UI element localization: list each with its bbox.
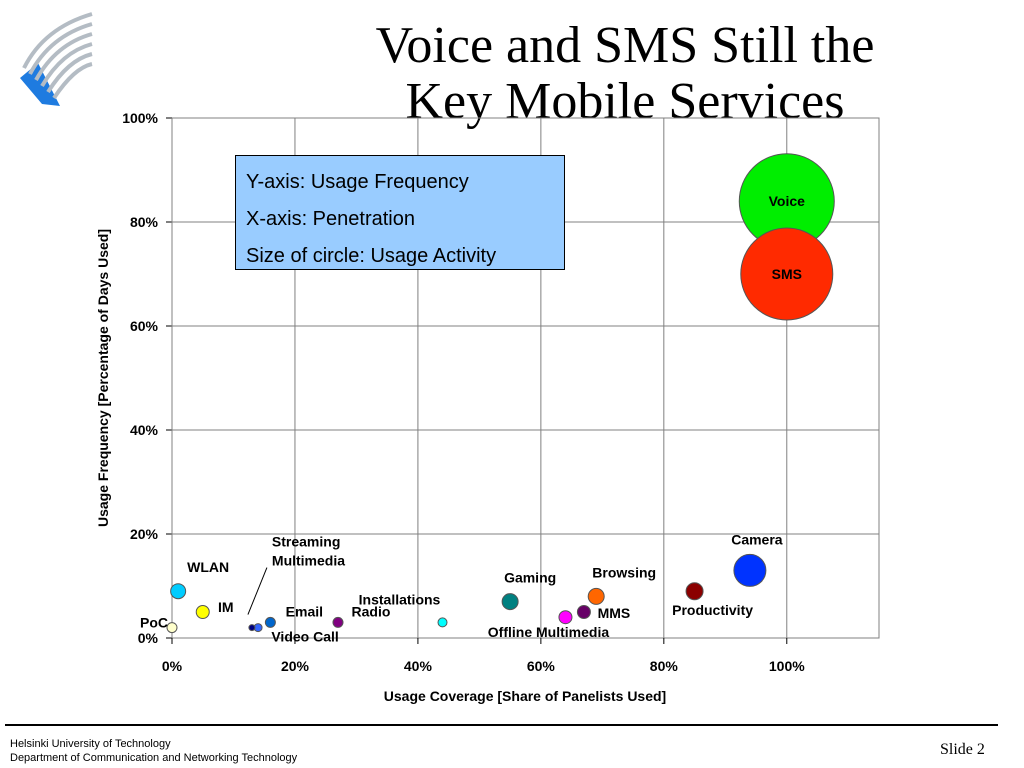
x-tick-label: 0% <box>162 658 183 674</box>
slide-title: Voice and SMS Still the Key Mobile Servi… <box>300 18 950 130</box>
label-streaming-multimedia: Streaming Multimedia <box>272 534 345 569</box>
label-installations: Installations <box>359 591 441 607</box>
y-tick-labels: 0% 20% 40% 60% 80% 100% <box>122 110 158 646</box>
slide-number: Slide 2 <box>940 741 985 758</box>
bubble-browsing <box>587 587 605 605</box>
y-tick-label: 60% <box>130 318 159 334</box>
x-tick-label: 80% <box>650 658 679 674</box>
bubble-im <box>195 605 210 619</box>
label-gaming: Gaming <box>504 570 556 586</box>
x-tick-label: 40% <box>404 658 433 674</box>
legend-circle-size: Size of circle: Usage Activity <box>246 245 497 267</box>
label-productivity: Productivity <box>672 602 753 618</box>
chart-legend-box: Y-axis: Usage Frequency X-axis: Penetrat… <box>235 155 565 270</box>
x-tick-label: 60% <box>527 658 556 674</box>
x-tick-label: 100% <box>769 658 805 674</box>
label-camera: Camera <box>731 531 783 547</box>
label-video-call: Video Call <box>271 629 338 645</box>
y-axis-label: Usage Frequency [Percentage of Days Used… <box>95 229 111 527</box>
footer-department: Department of Communication and Networki… <box>10 752 298 764</box>
legend-y-axis: Y-axis: Usage Frequency <box>246 171 469 193</box>
bubble-sms <box>740 227 834 321</box>
label-offline-multimedia: Offline Multimedia <box>488 624 610 640</box>
chart-point-labels: Voice SMS Camera Productivity Browsing MMS Off… <box>140 193 805 644</box>
label-mms: MMS <box>598 605 631 621</box>
y-tick-label: 40% <box>130 422 159 438</box>
label-im: IM <box>218 599 234 615</box>
footer-divider <box>5 724 998 726</box>
footer-university: Helsinki University of Technology <box>10 738 171 750</box>
x-tick-label: 20% <box>281 658 310 674</box>
leader-line <box>247 567 268 615</box>
bubble-gaming <box>501 593 519 611</box>
y-tick-label: 100% <box>122 110 158 126</box>
y-tick-label: 20% <box>130 526 159 542</box>
bubble-camera <box>733 553 767 587</box>
x-tick-labels: 0% 20% 40% 60% 80% 100% <box>162 658 805 674</box>
bubble-poc <box>166 622 178 634</box>
bubble-email <box>264 616 276 628</box>
bubble-installations <box>437 617 448 628</box>
bubble-offline-multimedia <box>558 610 573 625</box>
bubble-chart: 0% 20% 40% 60% 80% 100% 0% 20% 40% 60% 80% 100% Vo… <box>95 110 880 704</box>
title-line-1: Voice and SMS Still the <box>375 17 875 74</box>
y-tick-label: 80% <box>130 214 159 230</box>
y-tick-label: 0% <box>138 630 159 646</box>
label-email: Email <box>286 603 323 619</box>
bubble-radio <box>332 616 344 628</box>
bubble-streaming-multimedia <box>248 624 256 632</box>
footer-organization: Helsinki University of Technology Depart… <box>10 737 297 765</box>
title-line-2: Key Mobile Services <box>405 73 845 130</box>
university-logo <box>20 12 93 106</box>
bubble-mms <box>576 605 591 619</box>
label-poc: PoC <box>140 615 168 631</box>
label-browsing: Browsing <box>592 564 656 580</box>
legend-x-axis: X-axis: Penetration <box>246 208 415 230</box>
x-axis-label: Usage Coverage [Share of Panelists Used] <box>384 688 666 704</box>
bubble-wlan <box>170 583 187 600</box>
label-radio: Radio <box>352 603 391 619</box>
label-sms: SMS <box>772 266 802 282</box>
label-wlan: WLAN <box>187 559 229 575</box>
label-voice: Voice <box>769 193 806 209</box>
chart-bubbles <box>166 153 835 634</box>
bubble-productivity <box>685 582 704 601</box>
